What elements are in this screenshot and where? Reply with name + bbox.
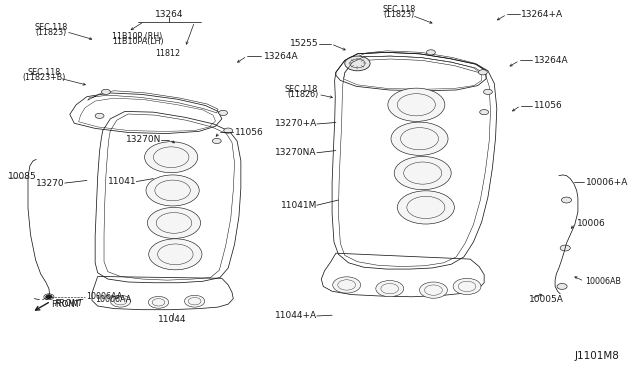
Circle shape xyxy=(110,295,131,307)
Text: 13270+A: 13270+A xyxy=(275,119,317,128)
Circle shape xyxy=(426,50,435,55)
Circle shape xyxy=(397,191,454,224)
Circle shape xyxy=(560,245,570,251)
Circle shape xyxy=(102,89,110,94)
Text: SEC.118: SEC.118 xyxy=(285,85,318,94)
Text: SEC.118: SEC.118 xyxy=(383,5,416,14)
Circle shape xyxy=(561,197,572,203)
Text: 10006+A: 10006+A xyxy=(586,178,628,187)
Text: 11812: 11812 xyxy=(156,49,180,58)
Text: 10006: 10006 xyxy=(577,219,605,228)
Text: 13270N: 13270N xyxy=(125,135,161,144)
Text: 10005A: 10005A xyxy=(529,295,563,304)
Circle shape xyxy=(224,128,232,133)
Circle shape xyxy=(480,110,488,115)
Text: 13264A: 13264A xyxy=(264,52,299,61)
Text: 13264: 13264 xyxy=(155,10,184,19)
Text: 15255: 15255 xyxy=(289,39,318,48)
Circle shape xyxy=(145,142,198,173)
Text: SEC.118: SEC.118 xyxy=(28,68,61,77)
Circle shape xyxy=(420,282,447,298)
Text: 13270NA: 13270NA xyxy=(275,148,317,157)
Text: J1101M8: J1101M8 xyxy=(574,352,619,361)
Circle shape xyxy=(483,89,492,94)
Text: 11041: 11041 xyxy=(108,177,136,186)
Text: FRONT: FRONT xyxy=(51,300,79,309)
Circle shape xyxy=(391,122,448,155)
Circle shape xyxy=(376,280,404,297)
Text: (11823): (11823) xyxy=(35,28,67,37)
Text: FRONT: FRONT xyxy=(55,299,84,308)
Circle shape xyxy=(557,283,567,289)
Text: 11B10P (RH): 11B10P (RH) xyxy=(112,32,163,41)
Circle shape xyxy=(479,70,487,75)
Text: SEC.118: SEC.118 xyxy=(34,23,67,32)
Text: 10006AB: 10006AB xyxy=(586,277,621,286)
Circle shape xyxy=(147,208,200,238)
Text: 10006AA: 10006AA xyxy=(95,295,131,304)
Text: 13270: 13270 xyxy=(36,179,65,187)
Text: (11823): (11823) xyxy=(383,10,415,19)
Text: 10006AA: 10006AA xyxy=(86,292,122,301)
Text: (11823+B): (11823+B) xyxy=(23,73,66,82)
Circle shape xyxy=(453,278,481,295)
Text: 13264A: 13264A xyxy=(534,56,568,65)
Circle shape xyxy=(45,295,52,299)
Text: 11044: 11044 xyxy=(158,315,187,324)
Circle shape xyxy=(394,157,451,190)
Text: 11056: 11056 xyxy=(234,128,263,137)
Text: 11056: 11056 xyxy=(534,101,563,110)
Circle shape xyxy=(212,138,221,144)
Circle shape xyxy=(219,110,228,115)
Circle shape xyxy=(148,239,202,270)
Text: 13264+A: 13264+A xyxy=(521,10,563,19)
Text: 11044+A: 11044+A xyxy=(275,311,317,320)
Circle shape xyxy=(148,296,169,308)
Circle shape xyxy=(146,175,199,206)
Circle shape xyxy=(345,56,370,71)
Text: 11B10PA(LH): 11B10PA(LH) xyxy=(112,37,164,46)
Circle shape xyxy=(184,295,205,307)
Circle shape xyxy=(388,88,445,121)
Circle shape xyxy=(44,294,54,300)
Circle shape xyxy=(95,113,104,118)
Circle shape xyxy=(333,277,360,293)
Text: 11041M: 11041M xyxy=(280,201,317,210)
Text: (11826): (11826) xyxy=(287,90,318,99)
Text: 10085: 10085 xyxy=(8,172,36,181)
